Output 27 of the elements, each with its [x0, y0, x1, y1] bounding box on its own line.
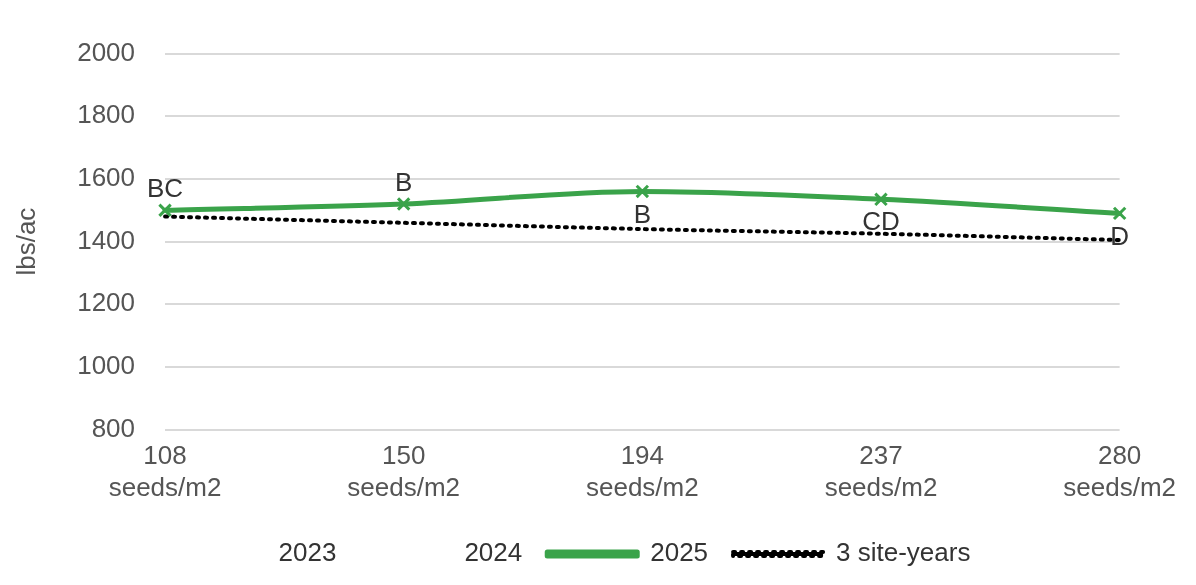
annotation: CD — [862, 206, 900, 237]
legend-label: 3 site-years — [836, 537, 971, 568]
x-tick-label: 280 seeds/m2 — [1063, 440, 1177, 502]
x-tick-label: 237 seeds/m2 — [824, 440, 938, 502]
x-tick-label: 108 seeds/m2 — [108, 440, 222, 502]
annotation: D — [1110, 220, 1130, 251]
point — [635, 184, 650, 199]
text: 2023 — [278, 537, 337, 568]
point — [1112, 206, 1127, 221]
x-tick-label: 150 seeds/m2 — [347, 440, 461, 502]
x-tick-label: 194 seeds/m2 — [585, 440, 699, 502]
text: 2024 — [464, 537, 523, 568]
y-tick-label: 1800 — [77, 99, 136, 130]
legend-label: 2025 — [650, 537, 709, 568]
annotation: B — [395, 167, 413, 198]
y-tick-label: 1000 — [77, 350, 136, 381]
annotation: BC — [146, 173, 184, 204]
point — [873, 192, 889, 207]
y-tick-label: 2000 — [77, 36, 136, 67]
y-axis-title: lbs/ac — [10, 207, 41, 276]
y-tick-label: 1200 — [77, 287, 136, 318]
y-tick-label: 800 — [91, 412, 136, 443]
point — [396, 196, 411, 212]
annotation: B — [633, 198, 652, 229]
y-tick-label: 1600 — [77, 162, 136, 193]
y-tick-label: 1400 — [77, 224, 136, 255]
point — [157, 203, 173, 218]
